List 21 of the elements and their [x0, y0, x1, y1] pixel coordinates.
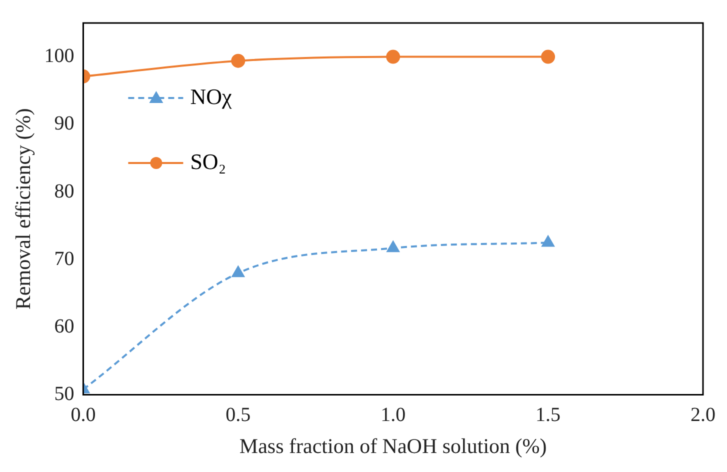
y-tick-label: 90 — [54, 112, 74, 135]
point — [386, 50, 400, 64]
x-tick-label: 0.0 — [70, 404, 96, 426]
x-tick-label: 2.0 — [690, 404, 716, 426]
point — [231, 54, 246, 68]
point — [542, 236, 554, 247]
y-tick-label: 60 — [54, 315, 74, 338]
y-axis-title: Removal efficiency (%) — [11, 108, 36, 310]
point — [541, 50, 556, 64]
legend-label: SO₂ — [190, 148, 226, 174]
point — [386, 241, 400, 252]
point — [232, 266, 244, 278]
y-tick-label: 50 — [54, 383, 74, 406]
legend-label: NOχ — [190, 84, 232, 109]
y-tick-label: 100 — [44, 45, 74, 68]
x-axis-title: Mass fraction of NaOH solution (%) — [239, 434, 547, 458]
y-tick-label: 80 — [54, 180, 74, 202]
y-tick-label: 70 — [54, 248, 74, 270]
x-tick-label: 1.5 — [536, 404, 561, 426]
x-tick-label: 0.5 — [226, 404, 251, 426]
x-tick-label: 1.0 — [380, 404, 406, 426]
